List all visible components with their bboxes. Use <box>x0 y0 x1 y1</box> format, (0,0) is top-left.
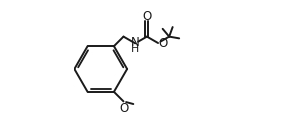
Text: O: O <box>142 10 152 23</box>
Text: O: O <box>119 102 128 115</box>
Text: H: H <box>131 43 139 54</box>
Text: O: O <box>159 37 168 50</box>
Text: N: N <box>131 36 140 49</box>
